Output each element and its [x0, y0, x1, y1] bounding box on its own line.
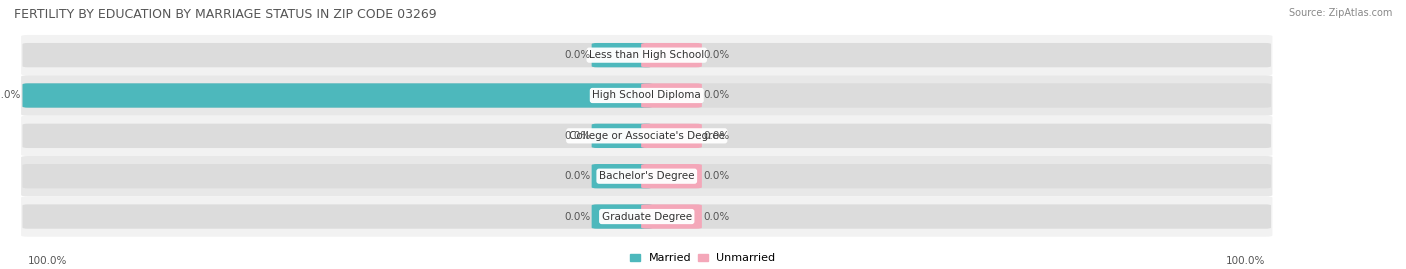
FancyBboxPatch shape — [592, 164, 652, 188]
FancyBboxPatch shape — [22, 83, 652, 108]
FancyBboxPatch shape — [592, 204, 652, 229]
Text: College or Associate's Degree: College or Associate's Degree — [569, 131, 724, 141]
FancyBboxPatch shape — [641, 164, 702, 188]
FancyBboxPatch shape — [641, 83, 702, 108]
Text: Bachelor's Degree: Bachelor's Degree — [599, 171, 695, 181]
FancyBboxPatch shape — [22, 124, 652, 148]
FancyBboxPatch shape — [641, 204, 702, 229]
FancyBboxPatch shape — [641, 43, 702, 67]
Text: Source: ZipAtlas.com: Source: ZipAtlas.com — [1288, 8, 1392, 18]
Text: 0.0%: 0.0% — [564, 171, 591, 181]
Text: 0.0%: 0.0% — [703, 171, 730, 181]
FancyBboxPatch shape — [21, 35, 1272, 75]
FancyBboxPatch shape — [641, 124, 1271, 148]
Text: 0.0%: 0.0% — [564, 211, 591, 222]
FancyBboxPatch shape — [21, 116, 1272, 156]
Text: 100.0%: 100.0% — [1226, 256, 1265, 266]
FancyBboxPatch shape — [592, 43, 652, 67]
Text: 100.0%: 100.0% — [0, 90, 21, 101]
Text: Graduate Degree: Graduate Degree — [602, 211, 692, 222]
Text: 0.0%: 0.0% — [564, 131, 591, 141]
FancyBboxPatch shape — [22, 43, 652, 67]
FancyBboxPatch shape — [21, 196, 1272, 237]
FancyBboxPatch shape — [21, 156, 1272, 196]
Text: High School Diploma: High School Diploma — [592, 90, 702, 101]
Text: 0.0%: 0.0% — [703, 131, 730, 141]
Text: FERTILITY BY EDUCATION BY MARRIAGE STATUS IN ZIP CODE 03269: FERTILITY BY EDUCATION BY MARRIAGE STATU… — [14, 8, 437, 21]
FancyBboxPatch shape — [22, 204, 652, 229]
Text: Less than High School: Less than High School — [589, 50, 704, 60]
FancyBboxPatch shape — [641, 43, 1271, 67]
FancyBboxPatch shape — [22, 164, 652, 188]
FancyBboxPatch shape — [641, 164, 1271, 188]
Text: 0.0%: 0.0% — [703, 211, 730, 222]
Text: 100.0%: 100.0% — [28, 256, 67, 266]
Legend: Married, Unmarried: Married, Unmarried — [630, 253, 776, 263]
FancyBboxPatch shape — [592, 124, 652, 148]
FancyBboxPatch shape — [21, 75, 1272, 116]
FancyBboxPatch shape — [641, 204, 1271, 229]
FancyBboxPatch shape — [641, 124, 702, 148]
Text: 0.0%: 0.0% — [703, 90, 730, 101]
FancyBboxPatch shape — [22, 83, 652, 108]
FancyBboxPatch shape — [641, 83, 1271, 108]
Text: 0.0%: 0.0% — [564, 50, 591, 60]
Text: 0.0%: 0.0% — [703, 50, 730, 60]
